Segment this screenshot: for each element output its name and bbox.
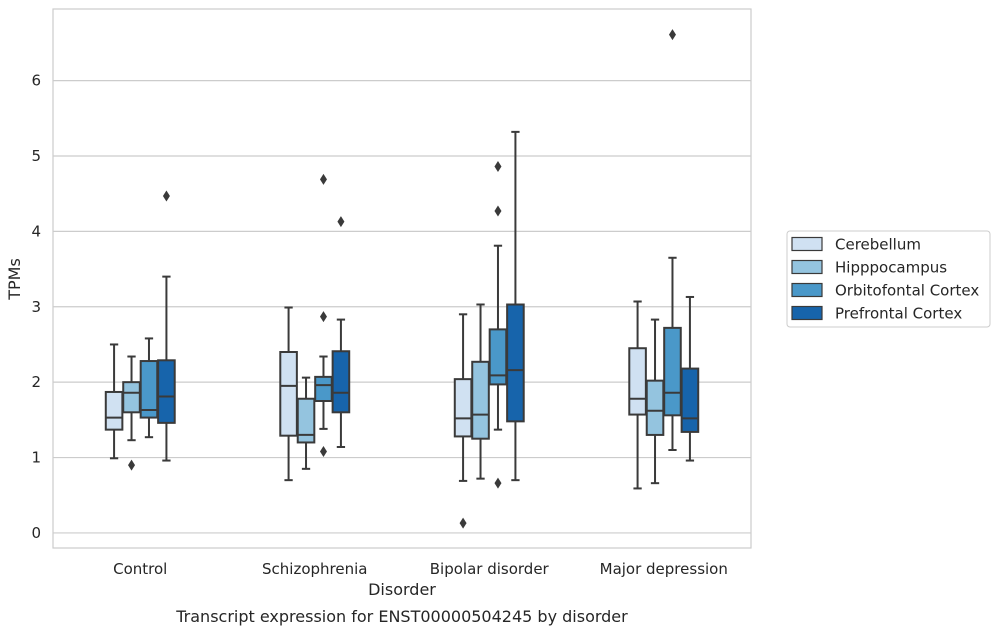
outlier-point [337,216,345,228]
box-prefrontal-cortex-0 [157,190,176,462]
box-body [628,347,647,416]
outlier-point [494,477,502,489]
y-tick-label: 6 [31,72,41,90]
box-body [506,303,525,423]
box-orbitofontal-cortex-1 [314,173,333,458]
legend-label: Hipppocampus [835,259,947,277]
box-cerebellum-2 [453,313,473,529]
box-body [104,390,124,431]
box-body [122,381,141,414]
box-body [453,378,473,438]
box-prefrontal-cortex-3 [680,295,700,462]
box-orbitofontal-cortex-3 [663,29,682,451]
box-prefrontal-cortex-1 [331,216,351,448]
box-prefrontal-cortex-2 [506,130,525,482]
box-orbitofontal-cortex-0 [139,337,159,439]
y-axis-title: TPMs [5,258,24,301]
box-hipppocampus-2 [471,303,490,480]
legend-label: Cerebellum [835,236,921,254]
box-body [331,350,351,414]
x-axis-title: Disorder [368,580,436,599]
legend: Cerebellum Hipppocampus Orbitofontal Corte… [786,230,991,328]
legend-swatch [791,259,823,275]
outlier-point [128,459,136,471]
outlier-point [459,517,467,529]
outlier-point [494,205,502,217]
legend-label: Prefrontal Cortex [835,305,962,323]
legend-swatch [791,236,823,252]
outlier-point [319,311,327,323]
box-hipppocampus-1 [296,376,316,470]
box-body [645,379,665,436]
y-tick-label: 2 [31,373,41,391]
y-tick-label: 3 [31,298,41,316]
x-tick-label: Bipolar disorder [430,560,550,578]
chart-caption: Transcript expression for ENST0000050424… [175,607,628,626]
box-body [663,326,682,417]
outlier-point [319,173,327,185]
y-tick-label: 0 [31,524,41,542]
box-orbitofontal-cortex-2 [488,161,508,489]
y-tick-labels: 0 1 2 3 4 5 6 [31,72,41,542]
x-tick-label: Schizophrenia [262,560,367,578]
legend-label: Orbitofontal Cortex [835,282,979,300]
plot-background [52,8,752,549]
outlier-point [162,190,170,202]
box-body [680,367,700,433]
outlier-point [319,446,327,458]
legend-swatch [791,282,823,298]
box-body [157,359,176,424]
box-cerebellum-1 [279,306,298,482]
box-cerebellum-0 [104,343,124,460]
y-tick-label: 1 [31,449,41,467]
outlier-point [668,29,676,41]
plot-area [52,8,752,549]
boxes [104,29,700,529]
legend-swatch [791,305,823,321]
outlier-point [494,161,502,173]
x-tick-label: Control [113,560,167,578]
x-tick-labels: Control Schizophrenia Bipolar disorder Majo… [113,560,728,578]
box-body [314,375,333,402]
x-tick-label: Major depression [600,560,728,578]
y-tick-label: 4 [31,222,41,240]
y-tick-label: 5 [31,147,41,165]
box-body [296,397,316,444]
box-body [471,360,490,440]
legend-frame [786,230,991,328]
box-body [279,351,298,437]
